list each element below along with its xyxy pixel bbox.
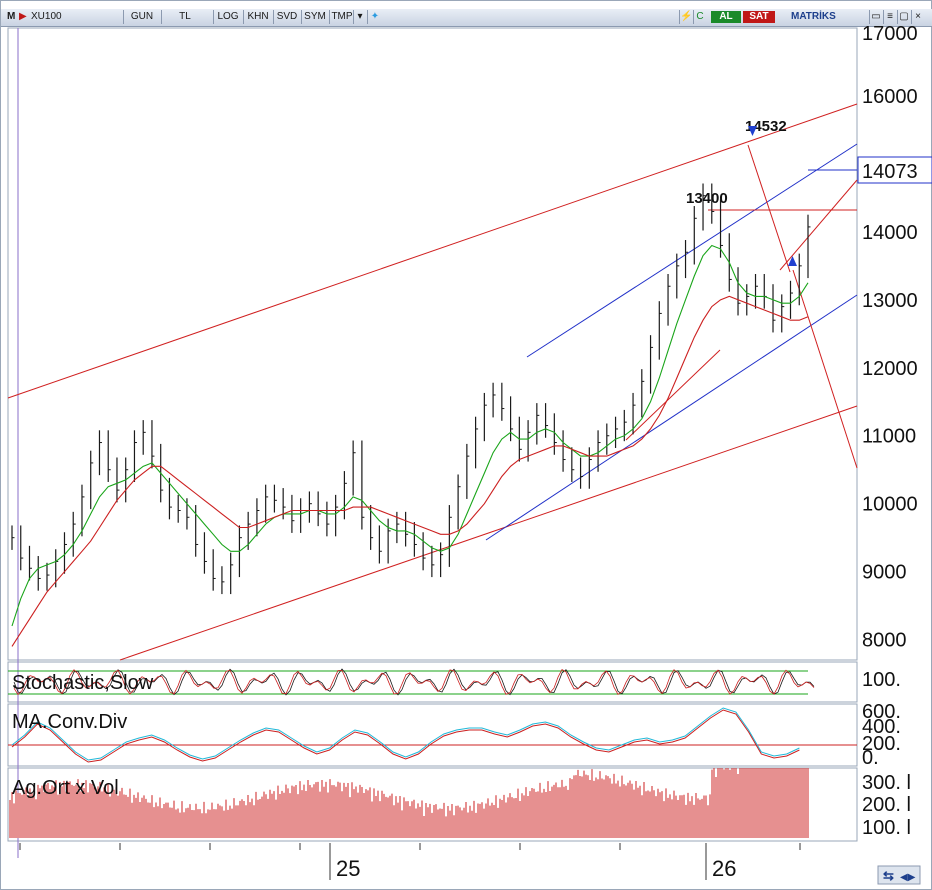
price-tick-label: 9000 bbox=[862, 562, 907, 584]
stoch-tick-label: 100. bbox=[862, 669, 901, 691]
stoch-d-line bbox=[13, 669, 815, 696]
price-tick-label: 11000 bbox=[862, 426, 916, 448]
log-button[interactable]: LOG bbox=[213, 10, 242, 24]
price-tick-label: 13000 bbox=[862, 290, 918, 312]
down-arrow-icon bbox=[748, 126, 757, 136]
price-tick-label: 10000 bbox=[862, 494, 918, 516]
wedge-line bbox=[779, 179, 858, 271]
volume-tick-label: 300. l bbox=[862, 772, 911, 794]
x-tick-label-26: 26 bbox=[712, 856, 736, 881]
price-tick-label: 17000 bbox=[862, 23, 918, 45]
twitter-icon[interactable]: ✦ bbox=[367, 10, 382, 24]
last-value-label: 14073 bbox=[862, 161, 918, 183]
annotation-peak-label: 14532 bbox=[745, 118, 787, 135]
price-panel bbox=[7, 27, 858, 661]
x-tick-label-25: 25 bbox=[336, 856, 360, 881]
symbol-flag-icon: ▶ bbox=[19, 11, 27, 22]
price-tick-label: 8000 bbox=[862, 630, 907, 652]
moving-average-fast bbox=[11, 244, 809, 627]
sym-button[interactable]: SYM bbox=[301, 10, 328, 24]
khn-button[interactable]: KHN bbox=[243, 10, 272, 24]
price-tick-label: 16000 bbox=[862, 86, 918, 108]
lightning-icon[interactable]: ⚡ bbox=[679, 10, 693, 24]
brand-label: MATRİKS bbox=[791, 11, 836, 22]
macd-line bbox=[11, 707, 800, 761]
macd-tick-label: 400. bbox=[862, 716, 901, 738]
restore-icon[interactable]: ▢ bbox=[897, 10, 910, 24]
toolbar: M ▶ XU100 GUN TL LOG KHN SVD SYM TMP ▾ ✦… bbox=[1, 9, 932, 27]
scroll-arrows-icon: ◀▶ bbox=[900, 872, 916, 883]
macd-tick-label: 0. bbox=[862, 747, 879, 769]
macd-title: MA.Conv.Div bbox=[12, 711, 127, 733]
close-icon[interactable]: × bbox=[911, 10, 924, 24]
volume-tick-label: 100. l bbox=[862, 817, 911, 839]
stochastic-title: Stochastic,Slow bbox=[12, 672, 154, 694]
swing-line bbox=[747, 144, 791, 273]
sell-button[interactable]: SAT bbox=[743, 11, 775, 23]
buy-button[interactable]: AL bbox=[711, 11, 741, 23]
projection-line bbox=[792, 269, 858, 469]
scroll-icon: ⇆ bbox=[883, 868, 894, 883]
svd-button[interactable]: SVD bbox=[273, 10, 300, 24]
macd-tick-label: 200. bbox=[862, 733, 901, 755]
annotation-level-label: 13400 bbox=[686, 190, 728, 207]
volume-tick-label: 200. l bbox=[862, 794, 911, 816]
last-value-box bbox=[857, 156, 932, 184]
mode-label: M bbox=[7, 11, 16, 22]
scroll-controls bbox=[877, 865, 921, 885]
channel-upper bbox=[526, 143, 858, 358]
channel-lower bbox=[485, 294, 858, 541]
macd-tick-label: 600. bbox=[862, 701, 901, 723]
period-button[interactable]: GUN bbox=[123, 10, 160, 24]
moving-average-slow bbox=[11, 295, 809, 647]
price-tick-label: 12000 bbox=[862, 358, 918, 380]
support-line bbox=[625, 349, 721, 441]
trendline-lower bbox=[119, 405, 858, 661]
refresh-icon[interactable]: C bbox=[693, 10, 706, 24]
tmp-button[interactable]: TMP bbox=[329, 10, 354, 24]
volume-title: Ag.Ort x Vol bbox=[12, 777, 119, 799]
up-arrow-icon bbox=[788, 256, 797, 266]
settings-icon[interactable]: ≡ bbox=[883, 10, 896, 24]
symbol-label[interactable]: XU100 bbox=[31, 11, 62, 22]
price-tick-label: 14000 bbox=[862, 222, 918, 244]
trendline-upper bbox=[7, 103, 858, 399]
macd-panel bbox=[7, 703, 858, 767]
minimize-icon[interactable]: ▭ bbox=[869, 10, 882, 24]
macd-signal-line bbox=[11, 709, 800, 763]
currency-button[interactable]: TL bbox=[161, 10, 208, 24]
dropdown-icon[interactable]: ▾ bbox=[353, 10, 366, 24]
